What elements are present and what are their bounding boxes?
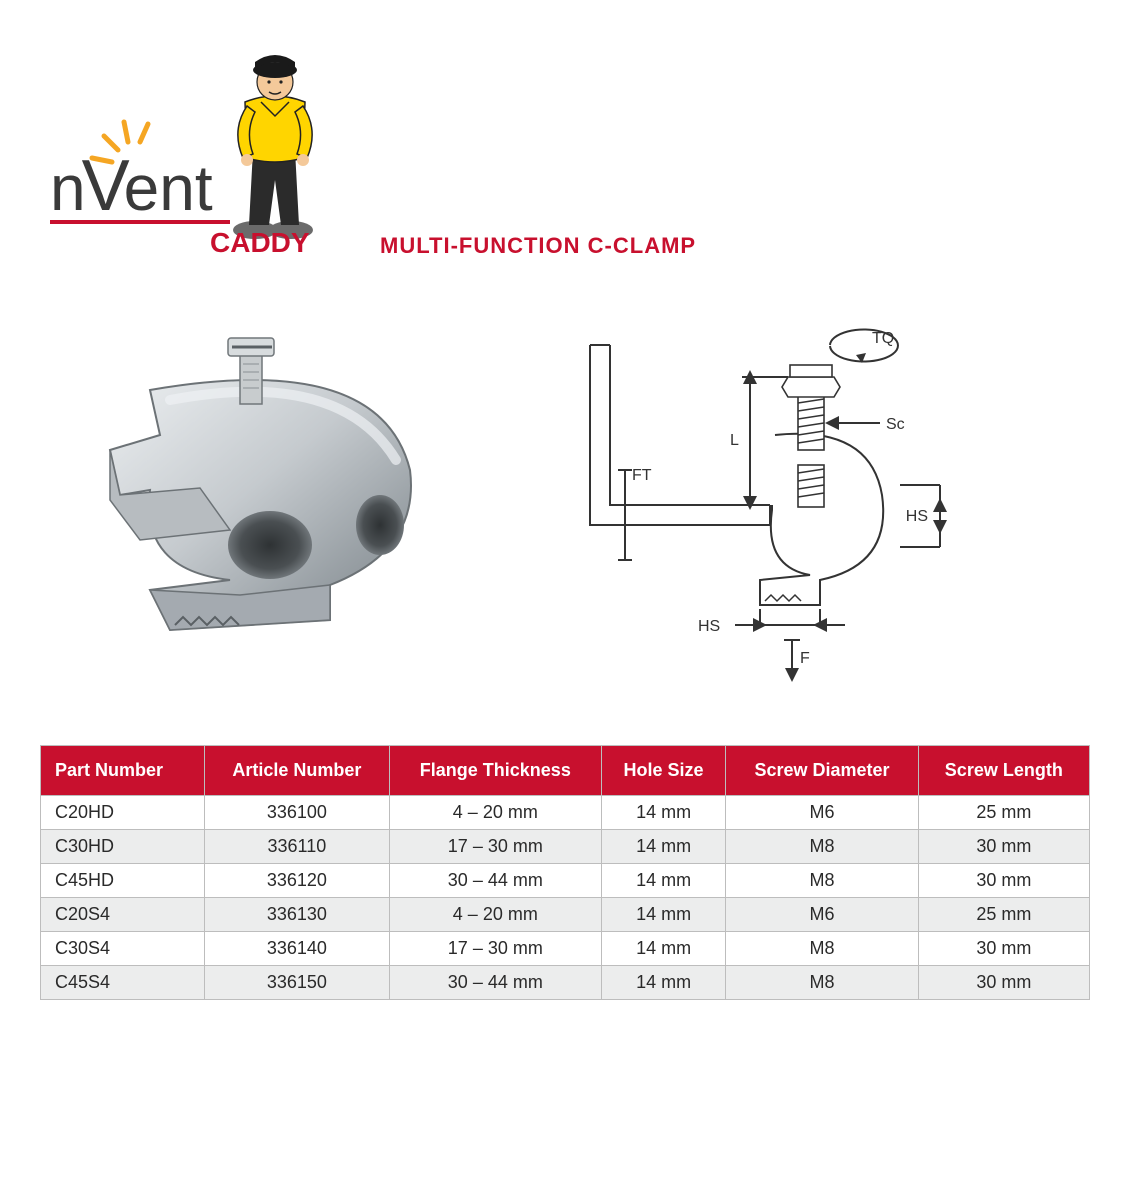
table-cell: 30 mm <box>918 932 1089 966</box>
table-cell: 4 – 20 mm <box>389 796 601 830</box>
table-cell: 14 mm <box>601 864 725 898</box>
table-cell: 14 mm <box>601 898 725 932</box>
table-cell: 336110 <box>204 830 389 864</box>
table-cell: M8 <box>726 966 918 1000</box>
col-header: Screw Length <box>918 746 1089 796</box>
table-cell: 336120 <box>204 864 389 898</box>
table-cell: M6 <box>726 898 918 932</box>
svg-text:nVent: nVent <box>50 146 213 226</box>
table-row: C20S43361304 – 20 mm14 mmM625 mm <box>41 898 1090 932</box>
table-row: C30S433614017 – 30 mm14 mmM830 mm <box>41 932 1090 966</box>
table-cell: 30 mm <box>918 864 1089 898</box>
table-cell: 4 – 20 mm <box>389 898 601 932</box>
table-cell: 14 mm <box>601 966 725 1000</box>
product-title: MULTI-FUNCTION C-CLAMP <box>380 233 696 259</box>
table-cell: 336140 <box>204 932 389 966</box>
table-cell: 30 – 44 mm <box>389 864 601 898</box>
table-cell: C30HD <box>41 830 205 864</box>
table-cell: C20HD <box>41 796 205 830</box>
brand-v: V <box>82 146 130 226</box>
table-cell: 14 mm <box>601 932 725 966</box>
mascot-icon <box>233 55 313 239</box>
table-cell: M8 <box>726 864 918 898</box>
table-cell: 14 mm <box>601 796 725 830</box>
label-sc: Sc <box>886 416 905 433</box>
subbrand-label: CADDY <box>210 227 310 258</box>
brand-logo: nVent <box>40 30 340 265</box>
table-cell: M8 <box>726 932 918 966</box>
col-header: Screw Diameter <box>726 746 918 796</box>
label-tq: TQ <box>872 330 894 347</box>
col-header: Flange Thickness <box>389 746 601 796</box>
col-header: Article Number <box>204 746 389 796</box>
table-cell: M8 <box>726 830 918 864</box>
brand-ent: ent <box>124 152 213 224</box>
table-cell: C45HD <box>41 864 205 898</box>
table-cell: 25 mm <box>918 898 1089 932</box>
spec-table: Part NumberArticle NumberFlange Thicknes… <box>40 745 1090 1000</box>
header: nVent <box>40 30 1091 265</box>
label-f: F <box>800 650 810 667</box>
table-cell: 25 mm <box>918 796 1089 830</box>
table-cell: C30S4 <box>41 932 205 966</box>
table-cell: 30 mm <box>918 966 1089 1000</box>
table-cell: C20S4 <box>41 898 205 932</box>
table-cell: 30 – 44 mm <box>389 966 601 1000</box>
label-ft: FT <box>632 467 652 484</box>
table-cell: 336150 <box>204 966 389 1000</box>
label-l: L <box>730 432 739 449</box>
figure-row: TQ Sc L FT HS HS F <box>80 305 1091 665</box>
table-row: C20HD3361004 – 20 mm14 mmM625 mm <box>41 796 1090 830</box>
product-photo <box>80 320 460 650</box>
col-header: Hole Size <box>601 746 725 796</box>
table-row: C45HD33612030 – 44 mm14 mmM830 mm <box>41 864 1090 898</box>
table-cell: 14 mm <box>601 830 725 864</box>
table-cell: 17 – 30 mm <box>389 932 601 966</box>
table-row: C45S433615030 – 44 mm14 mmM830 mm <box>41 966 1090 1000</box>
table-cell: 336100 <box>204 796 389 830</box>
brand-n: n <box>50 152 86 224</box>
table-cell: M6 <box>726 796 918 830</box>
table-cell: C45S4 <box>41 966 205 1000</box>
dimension-diagram: TQ Sc L FT HS HS F <box>520 305 960 665</box>
table-row: C30HD33611017 – 30 mm14 mmM830 mm <box>41 830 1090 864</box>
label-hs-bottom: HS <box>698 618 720 635</box>
table-cell: 17 – 30 mm <box>389 830 601 864</box>
table-cell: 30 mm <box>918 830 1089 864</box>
label-hs-right: HS <box>906 508 928 525</box>
col-header: Part Number <box>41 746 205 796</box>
table-cell: 336130 <box>204 898 389 932</box>
